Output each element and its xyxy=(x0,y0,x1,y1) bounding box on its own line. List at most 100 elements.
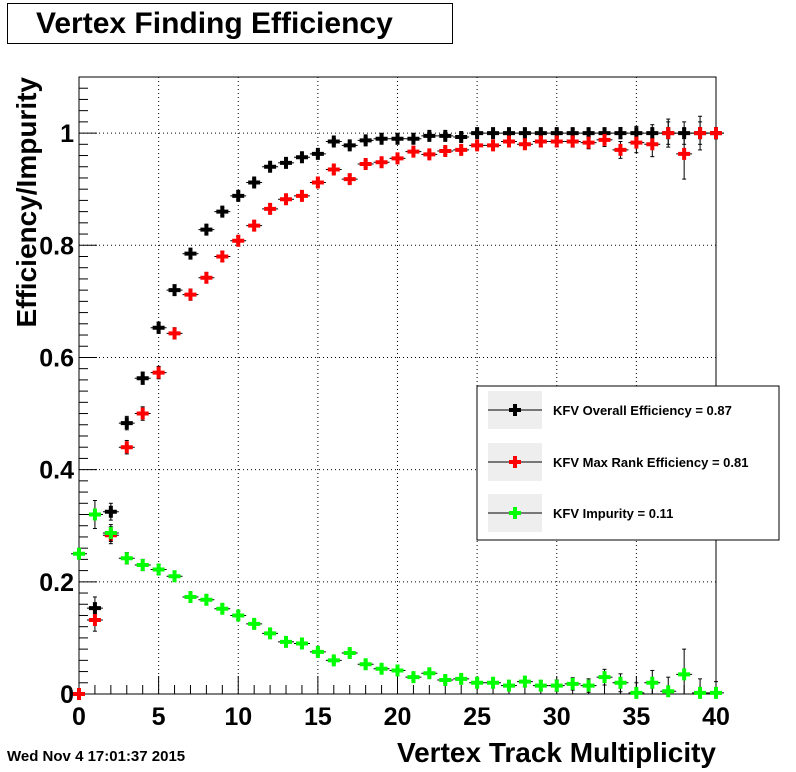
y-tick-label: 0.8 xyxy=(39,232,74,260)
data-point xyxy=(518,138,531,151)
data-point xyxy=(104,527,117,540)
x-axis-label: Vertex Track Multiplicity xyxy=(397,737,716,768)
data-point xyxy=(487,676,500,689)
data-point xyxy=(359,134,372,147)
data-point xyxy=(582,679,595,692)
data-point xyxy=(264,627,277,640)
data-point xyxy=(295,189,308,202)
data-point xyxy=(136,372,149,385)
data-point xyxy=(566,677,579,690)
data-point xyxy=(375,156,388,169)
data-point xyxy=(248,176,261,189)
data-point xyxy=(550,135,563,148)
data-point xyxy=(518,675,531,688)
data-point xyxy=(264,160,277,173)
data-point xyxy=(200,223,213,236)
data-point xyxy=(391,132,404,145)
data-point xyxy=(216,602,229,615)
x-tick-label: 15 xyxy=(304,703,332,731)
data-point xyxy=(248,219,261,232)
data-point xyxy=(359,157,372,170)
data-point xyxy=(264,202,277,215)
data-point xyxy=(518,127,531,140)
data-point xyxy=(88,508,101,521)
data-point xyxy=(311,147,324,160)
x-tick-label: 35 xyxy=(622,703,650,731)
series-0 xyxy=(86,115,724,620)
data-point xyxy=(73,547,85,560)
data-point xyxy=(646,676,659,689)
data-point xyxy=(104,505,117,518)
data-point xyxy=(136,558,149,571)
x-tick-label: 20 xyxy=(384,703,412,731)
data-point xyxy=(248,617,261,630)
legend-entry: KFV Overall Efficiency = 0.87 xyxy=(553,403,732,418)
data-point xyxy=(407,671,420,684)
data-point xyxy=(327,135,340,148)
data-point xyxy=(280,635,293,648)
timestamp: Wed Nov 4 17:01:37 2015 xyxy=(7,748,186,765)
data-point xyxy=(407,145,420,158)
data-point xyxy=(232,609,245,622)
data-point xyxy=(311,645,324,658)
chart-title: Vertex Finding Efficiency xyxy=(36,7,393,40)
data-point xyxy=(152,321,165,334)
x-tick-label: 40 xyxy=(702,703,730,731)
data-point xyxy=(694,686,707,699)
data-point xyxy=(391,664,404,677)
data-point xyxy=(295,637,308,650)
data-point xyxy=(311,176,324,189)
data-point xyxy=(391,152,404,165)
data-point xyxy=(550,679,563,692)
y-tick-label: 0.2 xyxy=(39,569,74,597)
data-point xyxy=(359,658,372,671)
data-point xyxy=(168,570,181,583)
data-point xyxy=(200,271,213,284)
data-point xyxy=(327,654,340,667)
data-point xyxy=(439,673,452,686)
data-point xyxy=(487,139,500,152)
data-point xyxy=(630,686,643,699)
data-point xyxy=(423,148,436,161)
series-2 xyxy=(71,499,724,699)
data-point xyxy=(120,552,133,565)
data-point xyxy=(343,647,356,660)
data-point xyxy=(152,563,165,576)
data-point xyxy=(375,662,388,675)
data-point xyxy=(471,127,484,140)
data-point xyxy=(216,250,229,263)
data-point xyxy=(598,671,611,684)
data-point xyxy=(343,173,356,186)
y-axis-label: Efficiency/Impurity xyxy=(11,77,42,328)
x-tick-label: 25 xyxy=(463,703,491,731)
data-point xyxy=(471,139,484,152)
legend-marker xyxy=(509,456,521,468)
legend-entry: KFV Max Rank Efficiency = 0.81 xyxy=(553,455,748,470)
data-point xyxy=(327,163,340,176)
data-point xyxy=(168,284,181,297)
legend: KFV Overall Efficiency = 0.87 KFV Max Ran… xyxy=(476,385,780,541)
data-point xyxy=(582,136,595,149)
legend-marker xyxy=(509,507,521,519)
data-point xyxy=(375,132,388,145)
data-point xyxy=(710,127,722,140)
legend-marker xyxy=(509,404,521,416)
data-point xyxy=(423,667,436,680)
data-point xyxy=(678,668,691,681)
legend-entry: KFV Impurity = 0.11 xyxy=(553,506,673,521)
data-point xyxy=(120,441,133,454)
data-point xyxy=(646,138,659,151)
data-point xyxy=(662,127,675,140)
data-point xyxy=(614,143,627,156)
data-point xyxy=(534,135,547,148)
data-point xyxy=(200,593,213,606)
y-tick-label: 1 xyxy=(60,120,74,148)
data-point xyxy=(630,136,643,149)
data-point xyxy=(73,688,85,700)
data-point xyxy=(566,135,579,148)
data-point xyxy=(614,676,627,689)
data-point xyxy=(232,234,245,247)
data-point xyxy=(184,288,197,301)
data-point xyxy=(662,685,675,698)
